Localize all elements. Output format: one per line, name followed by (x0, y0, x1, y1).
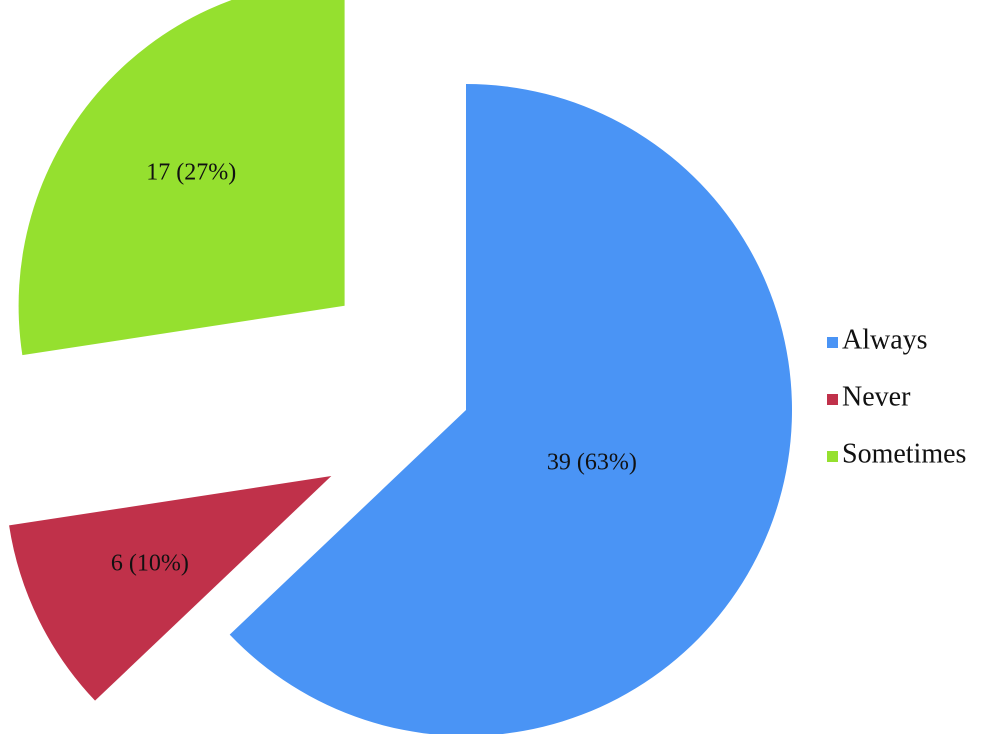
legend-label: Never (842, 381, 911, 412)
value-label: 17 (27%) (146, 160, 236, 186)
value-label: 6 (10%) (111, 551, 189, 577)
legend-swatch (827, 394, 838, 405)
pie-slice (18, 0, 345, 356)
legend-label: Sometimes (842, 438, 966, 469)
legend-label: Always (842, 324, 928, 355)
legend-swatch (827, 451, 838, 462)
pie-slice (229, 84, 792, 734)
legend-swatch (827, 337, 838, 348)
value-label: 39 (63%) (547, 449, 637, 475)
pie-slice (9, 476, 332, 701)
